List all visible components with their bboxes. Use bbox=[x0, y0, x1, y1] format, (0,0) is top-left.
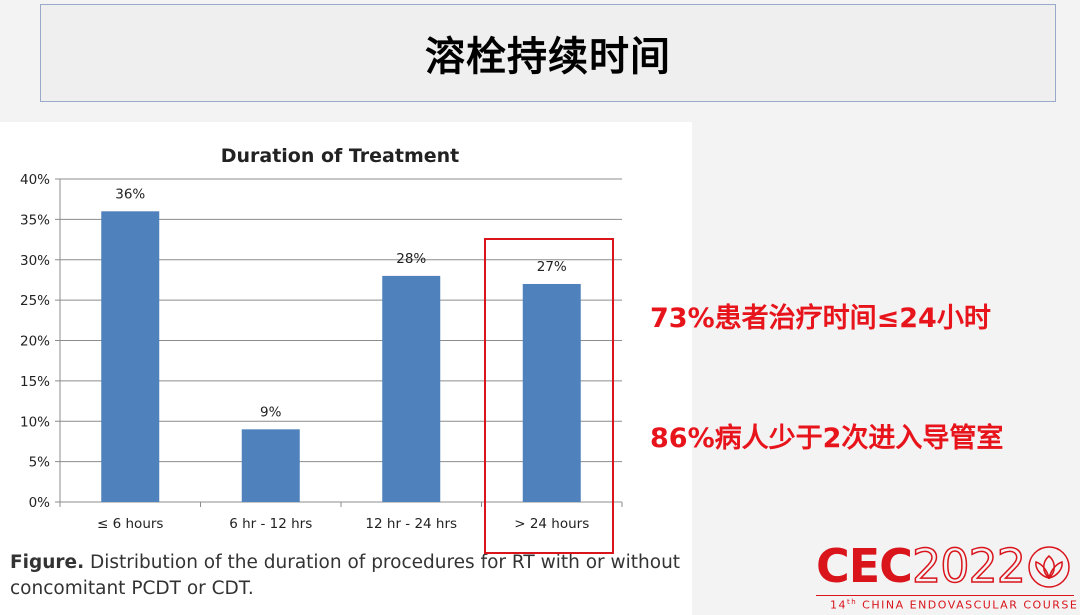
bar bbox=[241, 429, 300, 502]
y-tick-label: 10% bbox=[20, 414, 50, 430]
y-tick-label: 25% bbox=[20, 293, 50, 309]
figure-caption: Figure. Distribution of the duration of … bbox=[10, 550, 690, 602]
logo-sub-text: CHINA ENDOVASCULAR COURSE bbox=[857, 598, 1079, 612]
slide-title: 溶栓持续时间 bbox=[425, 34, 671, 80]
figure-panel: Duration of Treatment 0% 5% 10% 15% 20% 25% 30%… bbox=[0, 122, 692, 615]
bar bbox=[101, 211, 160, 503]
logo-main-text: CEC bbox=[816, 539, 913, 593]
caption-label: Figure. bbox=[10, 552, 85, 573]
lotus-icon bbox=[1028, 546, 1070, 588]
note-treatment-time: 73%患者治疗时间≤24小时 bbox=[650, 303, 991, 334]
chart-title: Duration of Treatment bbox=[221, 145, 460, 167]
y-tick-label: 35% bbox=[20, 212, 50, 228]
y-tick-label: 0% bbox=[29, 495, 51, 511]
title-box: 溶栓持续时间 bbox=[40, 4, 1056, 102]
bar bbox=[382, 275, 441, 502]
x-tick-label: 6 hr - 12 hrs bbox=[229, 516, 312, 532]
y-tick-label: 40% bbox=[20, 172, 50, 188]
y-tick-label: 20% bbox=[20, 334, 50, 350]
caption-text: Distribution of the duration of procedur… bbox=[10, 552, 681, 599]
logo-sub-sup: th bbox=[847, 598, 858, 606]
y-tick-label: 15% bbox=[20, 374, 50, 390]
bar-value-label: 36% bbox=[115, 186, 145, 202]
cec-logo: CEC2022 14th CHINA ENDOVASCULAR COURSE bbox=[816, 539, 1077, 614]
bar bbox=[522, 283, 581, 502]
logo-wordmark: CEC2022 bbox=[816, 539, 1027, 593]
bar-value-label: 9% bbox=[260, 404, 282, 420]
y-tick-label: 30% bbox=[20, 253, 50, 269]
logo-subtitle: 14th CHINA ENDOVASCULAR COURSE bbox=[830, 598, 1077, 612]
logo-sub-number: 14 bbox=[830, 598, 847, 612]
logo-divider bbox=[816, 595, 1074, 596]
bar-value-label: 28% bbox=[396, 251, 426, 267]
x-tick-label: ≤ 6 hours bbox=[97, 516, 163, 532]
x-tick-label: 12 hr - 24 hrs bbox=[365, 516, 457, 532]
logo-year: 2022 bbox=[911, 539, 1027, 593]
y-tick-label: 5% bbox=[29, 455, 51, 471]
bar-value-label: 27% bbox=[537, 259, 567, 275]
x-tick-label: > 24 hours bbox=[514, 516, 589, 532]
note-cath-lab: 86%病人少于2次进入导管室 bbox=[650, 423, 1004, 454]
bar-chart: Duration of Treatment 0% 5% 10% 15% 20% 25% 30%… bbox=[20, 145, 623, 532]
highlight-box bbox=[484, 238, 614, 554]
